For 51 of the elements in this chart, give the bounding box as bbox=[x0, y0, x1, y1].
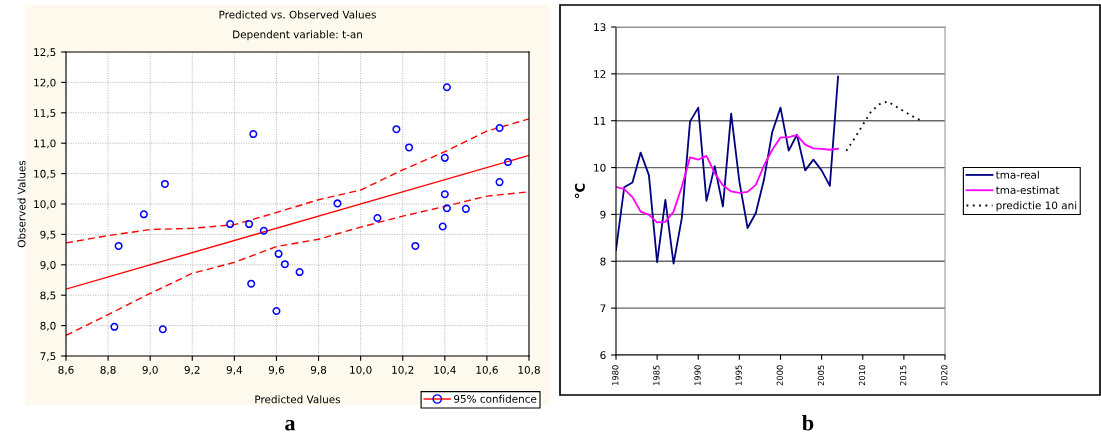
y-tick-label: 8,0 bbox=[40, 321, 56, 331]
text: a bbox=[285, 419, 296, 431]
y-tick-label: 12 bbox=[594, 70, 606, 78]
y-tick-label: 11,5 bbox=[34, 109, 56, 118]
x-tick-label: 2015 bbox=[899, 365, 907, 386]
x-tick-label: 9,4 bbox=[226, 365, 243, 375]
y-tick-label: 9 bbox=[600, 210, 606, 219]
chart-title: Predicted vs. Observed Values bbox=[219, 10, 376, 19]
y-tick-label: 7 bbox=[600, 304, 606, 313]
y-tick-label: 8,5 bbox=[40, 291, 56, 301]
x-tick-label: 9,0 bbox=[142, 365, 158, 375]
x-tick-label: 9,8 bbox=[310, 365, 327, 375]
x-tick-label: 1980 bbox=[612, 365, 619, 386]
y-tick-label: 12,5 bbox=[34, 48, 56, 58]
x-tick-label: 10,2 bbox=[392, 365, 414, 375]
y-tick-label: 11,0 bbox=[34, 139, 56, 149]
x-tick-label: 1985 bbox=[653, 365, 660, 386]
x-tick-label: 9,6 bbox=[268, 365, 285, 375]
x-tick-label: 9,2 bbox=[184, 365, 200, 375]
text: b bbox=[802, 414, 814, 431]
x-tick-label: 2020 bbox=[941, 365, 948, 386]
y-axis-title: °C bbox=[574, 183, 585, 198]
y-tick-label: 6 bbox=[600, 351, 606, 360]
y-tick-label: 12,0 bbox=[34, 78, 56, 88]
y-tick-label: 11 bbox=[594, 117, 606, 125]
y-tick-label: 8 bbox=[600, 257, 606, 266]
legend-label: predictie 10 ani bbox=[996, 201, 1077, 212]
y-tick-label: 10,5 bbox=[34, 169, 56, 179]
x-tick-label: 1990 bbox=[694, 365, 701, 386]
legend-label: tma-real bbox=[995, 170, 1039, 179]
y-tick-label: 9,0 bbox=[40, 261, 56, 270]
x-tick-label: 1995 bbox=[735, 365, 742, 386]
x-tick-label: 2010 bbox=[858, 365, 866, 386]
x-tick-label: 8,8 bbox=[100, 365, 116, 375]
y-tick-label: 10 bbox=[594, 163, 606, 172]
x-tick-label: 10,4 bbox=[434, 365, 456, 375]
x-axis-title: Predicted Values bbox=[255, 395, 341, 404]
x-tick-label: 2005 bbox=[817, 365, 825, 386]
chart-subtitle: Dependent variable: t-an bbox=[233, 30, 362, 41]
y-tick-label: 13 bbox=[594, 23, 606, 32]
y-tick-label: 9,5 bbox=[40, 230, 56, 240]
x-tick-label: 8,6 bbox=[58, 365, 74, 375]
x-tick-label: 10,6 bbox=[476, 365, 498, 375]
x-tick-label: 2000 bbox=[776, 365, 783, 386]
legend-label: 95% confidence bbox=[454, 394, 537, 403]
y-tick-label: 7,5 bbox=[40, 352, 56, 362]
y-tick-label: 10,0 bbox=[34, 200, 56, 210]
x-tick-label: 10,8 bbox=[518, 365, 540, 375]
legend-label: tma-estimat bbox=[995, 185, 1060, 195]
y-axis-title: Observed Values bbox=[17, 160, 26, 248]
x-tick-label: 10,0 bbox=[350, 365, 372, 375]
